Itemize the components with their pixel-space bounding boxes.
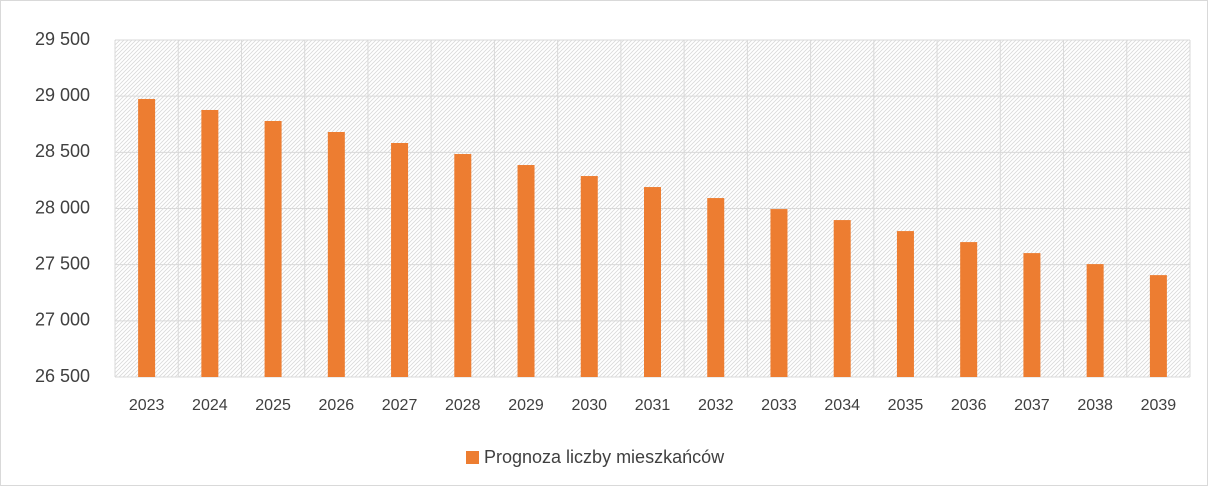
x-tick-label: 2032 bbox=[698, 397, 734, 414]
bar bbox=[580, 176, 598, 377]
x-tick-label: 2030 bbox=[571, 397, 607, 414]
x-tick-label: 2031 bbox=[635, 397, 671, 414]
bar bbox=[454, 154, 472, 377]
bar bbox=[1023, 253, 1041, 377]
x-tick-label: 2024 bbox=[192, 397, 228, 414]
y-tick-label: 28 500 bbox=[35, 141, 90, 161]
x-tick-label: 2039 bbox=[1141, 397, 1177, 414]
bar bbox=[327, 132, 345, 377]
bar bbox=[896, 231, 914, 377]
y-tick-label: 29 500 bbox=[35, 29, 90, 49]
bar bbox=[138, 98, 156, 377]
bar bbox=[1086, 264, 1104, 377]
x-tick-label: 2034 bbox=[824, 397, 860, 414]
y-tick-label: 28 000 bbox=[35, 197, 90, 217]
bar bbox=[707, 198, 725, 377]
y-tick-label: 29 000 bbox=[35, 85, 90, 105]
bar bbox=[264, 120, 282, 377]
legend-swatch bbox=[466, 451, 479, 464]
bar bbox=[644, 187, 661, 377]
y-tick-label: 26 500 bbox=[35, 366, 90, 386]
bar bbox=[201, 109, 219, 377]
bar bbox=[960, 242, 978, 377]
x-tick-label: 2036 bbox=[951, 397, 987, 414]
x-tick-label: 2023 bbox=[129, 397, 165, 414]
x-tick-label: 2028 bbox=[445, 397, 481, 414]
bar bbox=[833, 220, 851, 377]
x-tick-label: 2037 bbox=[1014, 397, 1050, 414]
x-tick-label: 2035 bbox=[888, 397, 924, 414]
x-tick-label: 2027 bbox=[382, 397, 418, 414]
x-tick-label: 2026 bbox=[319, 397, 355, 414]
y-tick-label: 27 000 bbox=[35, 310, 90, 330]
legend-label: Prognoza liczby mieszkańców bbox=[484, 447, 725, 467]
x-tick-label: 2025 bbox=[255, 397, 291, 414]
bar bbox=[1149, 275, 1167, 377]
y-tick-label: 27 500 bbox=[35, 253, 90, 273]
x-tick-label: 2029 bbox=[508, 397, 544, 414]
x-tick-label: 2033 bbox=[761, 397, 797, 414]
x-tick-label: 2038 bbox=[1077, 397, 1113, 414]
bar bbox=[517, 165, 535, 377]
bar bbox=[391, 143, 409, 377]
bar bbox=[770, 209, 788, 377]
